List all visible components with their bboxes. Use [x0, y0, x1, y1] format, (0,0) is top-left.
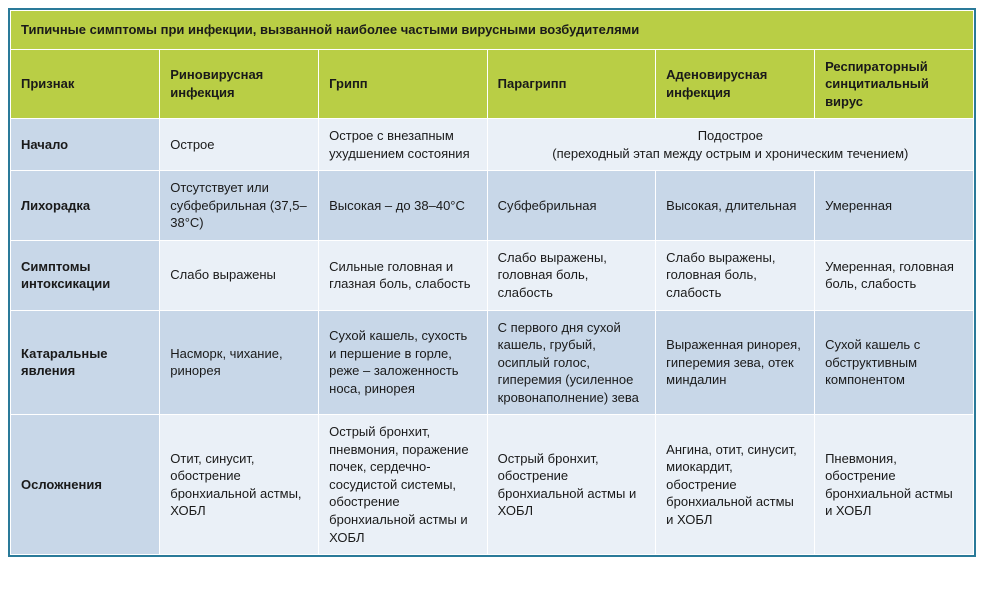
cell-rsv: Умеренная, головная боль, слабость — [815, 240, 974, 310]
row-sign: Симптомы интоксикации — [11, 240, 160, 310]
col-header-sign: Признак — [11, 49, 160, 119]
col-header-flu: Грипп — [319, 49, 488, 119]
cell-rsv: Сухой кашель с обструктивным компонентом — [815, 310, 974, 415]
cell-adenovirus: Ангина, отит, синусит, миокардит, обостр… — [656, 415, 815, 555]
row-sign: Лихорадка — [11, 171, 160, 241]
cell-paraflu: Субфебрильная — [487, 171, 656, 241]
cell-adenovirus: Выраженная ринорея, гиперемия зева, отек… — [656, 310, 815, 415]
cell-paraflu: С первого дня сухой кашель, грубый, осип… — [487, 310, 656, 415]
row-sign: Катаральные явления — [11, 310, 160, 415]
cell-flu: Сильные головная и глазная боль, слабост… — [319, 240, 488, 310]
table-row: Симптомы интоксикации Слабо выражены Сил… — [11, 240, 974, 310]
cell-rhinovirus: Отит, синусит, обострение бронхиальной а… — [160, 415, 319, 555]
col-header-adenovirus: Аденовирусная инфекция — [656, 49, 815, 119]
cell-adenovirus: Высокая, длительная — [656, 171, 815, 241]
cell-flu: Высокая – до 38–40°C — [319, 171, 488, 241]
cell-rsv: Пневмония, обострение бронхиальной астмы… — [815, 415, 974, 555]
cell-flu: Острый бронхит, пневмония, поражение поч… — [319, 415, 488, 555]
table-title-row: Типичные симптомы при инфекции, вызванно… — [11, 11, 974, 50]
cell-rhinovirus: Слабо выражены — [160, 240, 319, 310]
row-sign: Начало — [11, 119, 160, 171]
table-row: Лихорадка Отсутствует или субфебрильная … — [11, 171, 974, 241]
symptoms-table: Типичные симптомы при инфекции, вызванно… — [10, 10, 974, 555]
table-row: Катаральные явления Насморк, чихание, ри… — [11, 310, 974, 415]
table-title: Типичные симптомы при инфекции, вызванно… — [11, 11, 974, 50]
cell-merged-subacute: Подострое(переходный этап между острым и… — [487, 119, 973, 171]
cell-rhinovirus: Насморк, чихание, ринорея — [160, 310, 319, 415]
row-sign: Осложнения — [11, 415, 160, 555]
cell-adenovirus: Слабо выражены, головная боль, слабость — [656, 240, 815, 310]
table-row: Начало Острое Острое с внезапным ухудшен… — [11, 119, 974, 171]
cell-paraflu: Слабо выражены, головная боль, слабость — [487, 240, 656, 310]
cell-rhinovirus: Острое — [160, 119, 319, 171]
table-container: Типичные симптомы при инфекции, вызванно… — [8, 8, 976, 557]
col-header-paraflu: Парагрипп — [487, 49, 656, 119]
col-header-rhinovirus: Риновирусная инфекция — [160, 49, 319, 119]
col-header-rsv: Респираторный синцитиальный вирус — [815, 49, 974, 119]
table-row: Осложнения Отит, синусит, обострение бро… — [11, 415, 974, 555]
cell-flu: Острое с внезапным ухудшением состояния — [319, 119, 488, 171]
cell-rhinovirus: Отсутствует или субфебрильная (37,5–38°C… — [160, 171, 319, 241]
cell-flu: Сухой кашель, сухость и першение в горле… — [319, 310, 488, 415]
table-header-row: Признак Риновирусная инфекция Грипп Пара… — [11, 49, 974, 119]
cell-paraflu: Острый бронхит, обострение бронхиальной … — [487, 415, 656, 555]
cell-rsv: Умеренная — [815, 171, 974, 241]
